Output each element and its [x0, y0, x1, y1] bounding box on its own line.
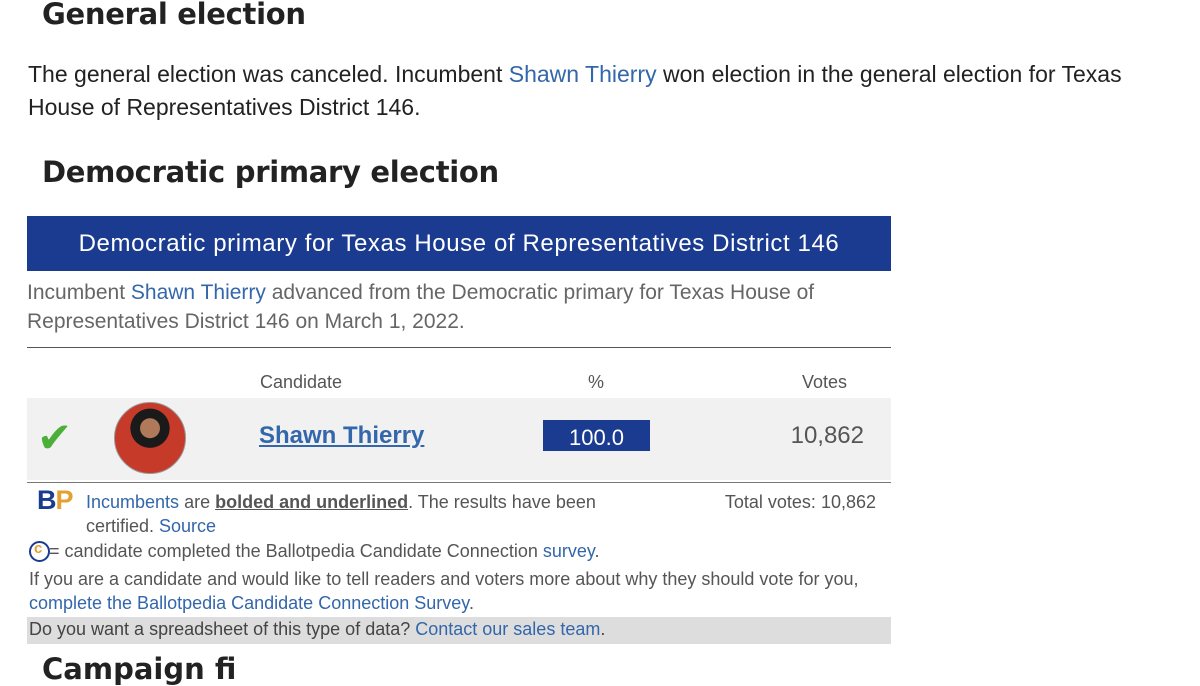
candidate-name-link[interactable]: Shawn Thierry [259, 422, 425, 449]
candidate-votes: 10,862 [790, 422, 864, 449]
incumbent-link[interactable]: Shawn Thierry [508, 61, 657, 87]
results-banner: Democratic primary for Texas House of Re… [27, 216, 891, 271]
democratic-primary-heading: Democratic primary election [42, 155, 499, 189]
percent-bar: 100.0 [543, 420, 650, 451]
ballotpedia-logo-icon: BP [37, 485, 74, 515]
candidate-connection-note: = candidate completed the Ballotpedia Ca… [49, 541, 600, 561]
incumbents-link[interactable]: Incumbents [86, 492, 180, 512]
next-section-heading: Campaign fi [42, 652, 237, 686]
incumbents-note: Incumbents are bolded and underlined. Th… [86, 492, 596, 536]
survey-invite: If you are a candidate and would like to… [29, 569, 859, 613]
survey-link[interactable]: survey [542, 541, 595, 561]
divider [27, 482, 891, 483]
divider [27, 347, 891, 348]
contact-sales-link[interactable]: Contact our sales team [415, 619, 601, 639]
summary-candidate-link[interactable]: Shawn Thierry [130, 281, 266, 304]
complete-survey-link[interactable]: complete the Ballotpedia Candidate Conne… [29, 593, 469, 613]
total-votes: Total votes: 10,862 [724, 492, 876, 512]
column-header-candidate: Candidate [260, 372, 343, 392]
general-election-text: The general election was canceled. Incum… [28, 61, 1122, 120]
source-link[interactable]: Source [159, 516, 217, 536]
spreadsheet-banner: Do you want a spreadsheet of this type o… [27, 617, 891, 644]
results-summary: Incumbent Shawn Thierry advanced from th… [27, 281, 815, 333]
candidate-photo [114, 402, 186, 474]
candidate-row: ✔ Shawn Thierry 100.0 10,862 [27, 398, 891, 480]
column-header-percent: % [588, 372, 605, 392]
winner-check-icon: ✔ [37, 414, 73, 461]
column-header-votes: Votes [802, 372, 848, 392]
candidate-connection-icon [29, 540, 50, 562]
general-election-heading: General election [42, 0, 306, 31]
